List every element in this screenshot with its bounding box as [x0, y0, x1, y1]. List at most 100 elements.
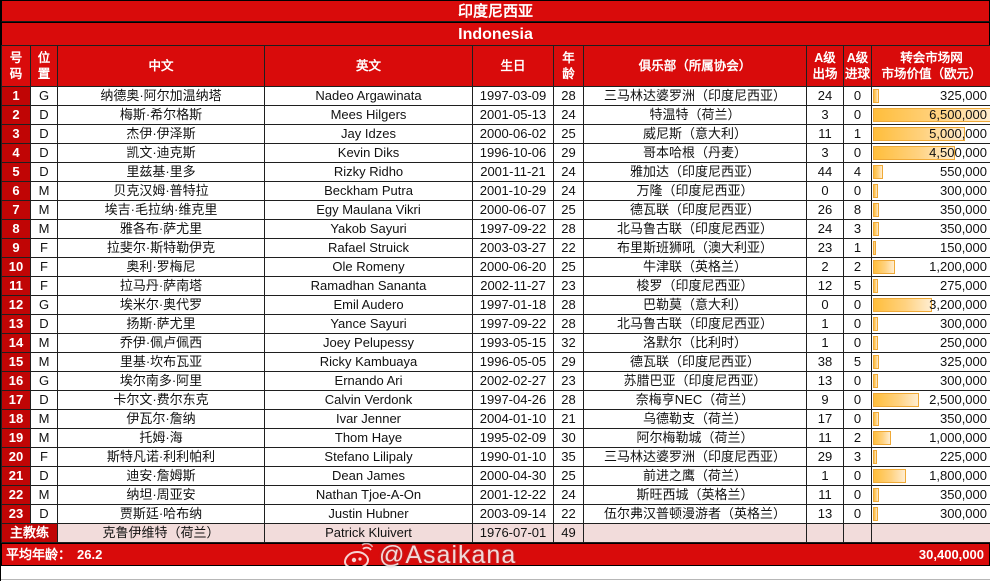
player-position: D	[30, 162, 58, 182]
player-row: 9 F 拉斐尔·斯特勒伊克 Rafael Struick 2003-03-27 …	[1, 238, 990, 258]
player-goals: 8	[843, 200, 872, 220]
player-birthday: 2004-01-10	[472, 409, 554, 429]
player-birthday: 1997-04-26	[472, 390, 554, 410]
player-position: F	[30, 257, 58, 277]
market-value-bar	[873, 89, 879, 103]
player-name-en: Calvin Verdonk	[264, 390, 473, 410]
player-caps: 24	[806, 219, 844, 239]
player-position: M	[30, 428, 58, 448]
player-name-cn: 拉马丹·萨南塔	[57, 276, 265, 296]
player-club: 乌德勒支（荷兰）	[583, 409, 807, 429]
player-name-en: Rizky Ridho	[264, 162, 473, 182]
market-value-bar	[873, 127, 965, 141]
market-value-bar	[873, 374, 879, 388]
market-value-bar	[873, 431, 892, 445]
market-value-bar	[873, 393, 919, 407]
player-row: 17 D 卡尔文·费尔东克 Calvin Verdonk 1997-04-26 …	[1, 390, 990, 410]
player-market-value: 350,000	[871, 485, 990, 505]
player-age: 28	[553, 314, 584, 334]
watermark: @Asaikana	[343, 541, 516, 570]
player-market-value: 2,500,000	[871, 390, 990, 410]
player-position: G	[30, 371, 58, 391]
player-name-cn: 纳坦·周亚安	[57, 485, 265, 505]
market-value-bar	[873, 298, 932, 312]
player-club: 苏腊巴亚（印度尼西亚）	[583, 371, 807, 391]
player-birthday: 1996-05-05	[472, 352, 554, 372]
col-header-goals: A级 进球	[843, 45, 872, 87]
player-birthday: 2001-11-21	[472, 162, 554, 182]
coach-value	[871, 523, 990, 543]
player-caps: 1	[806, 466, 844, 486]
player-name-cn: 贝克汉姆·普特拉	[57, 181, 265, 201]
player-row: 2 D 梅斯·希尔格斯 Mees Hilgers 2001-05-13 24 特…	[1, 105, 990, 125]
player-caps: 1	[806, 314, 844, 334]
player-goals: 3	[843, 219, 872, 239]
player-row: 16 G 埃尔南多·阿里 Ernando Ari 2002-02-27 23 苏…	[1, 371, 990, 391]
player-name-cn: 凯文·迪克斯	[57, 143, 265, 163]
player-club: 特温特（荷兰）	[583, 105, 807, 125]
player-number: 15	[1, 352, 31, 372]
player-number: 22	[1, 485, 31, 505]
player-birthday: 2001-12-22	[472, 485, 554, 505]
player-birthday: 2001-10-29	[472, 181, 554, 201]
player-caps: 0	[806, 295, 844, 315]
player-row: 4 D 凯文·迪克斯 Kevin Diks 1996-10-06 29 哥本哈根…	[1, 143, 990, 163]
player-name-cn: 迪安·詹姆斯	[57, 466, 265, 486]
weibo-icon	[343, 542, 373, 569]
player-club: 巴勒莫（意大利）	[583, 295, 807, 315]
player-goals: 4	[843, 162, 872, 182]
col-header-name-en: 英文	[264, 45, 473, 87]
player-market-value: 4,500,000	[871, 143, 990, 163]
player-position: M	[30, 409, 58, 429]
player-market-value: 275,000	[871, 276, 990, 296]
coach-caps	[806, 523, 844, 543]
header-row: 号 码 位 置 中文 英文 生日 年 龄 俱乐部（所属协会） A级 出场 A级 …	[1, 45, 990, 87]
market-value-text: 350,000	[940, 411, 987, 426]
player-club: 德瓦联（印度尼西亚）	[583, 352, 807, 372]
player-number: 16	[1, 371, 31, 391]
player-name-en: Egy Maulana Vikri	[264, 200, 473, 220]
market-value-text: 350,000	[940, 202, 987, 217]
player-market-value: 150,000	[871, 238, 990, 258]
player-birthday: 2000-06-07	[472, 200, 554, 220]
player-number: 19	[1, 428, 31, 448]
player-number: 2	[1, 105, 31, 125]
market-value-bar	[873, 488, 880, 502]
market-value-text: 5,000,000	[929, 126, 987, 141]
player-market-value: 350,000	[871, 200, 990, 220]
player-caps: 17	[806, 409, 844, 429]
total-market-value: 30,400,000	[918, 547, 984, 562]
player-birthday: 1993-05-15	[472, 333, 554, 353]
player-age: 25	[553, 124, 584, 144]
player-row: 19 M 托姆·海 Thom Haye 1995-02-09 30 阿尔梅勒城（…	[1, 428, 990, 448]
player-birthday: 2003-09-14	[472, 504, 554, 524]
player-age: 22	[553, 504, 584, 524]
player-goals: 0	[843, 485, 872, 505]
player-age: 23	[553, 371, 584, 391]
player-row: 3 D 杰伊·伊泽斯 Jay Idzes 2000-06-02 25 威尼斯（意…	[1, 124, 990, 144]
player-club: 布里斯班狮吼（澳大利亚）	[583, 238, 807, 258]
market-value-bar	[873, 469, 906, 483]
player-name-cn: 杰伊·伊泽斯	[57, 124, 265, 144]
col-header-club: 俱乐部（所属协会）	[583, 45, 807, 87]
player-position: F	[30, 238, 58, 258]
player-row: 12 G 埃米尔·奥代罗 Emil Audero 1997-01-18 28 巴…	[1, 295, 990, 315]
player-club: 牛津联（英格兰）	[583, 257, 807, 277]
coach-label: 主教练	[1, 523, 58, 543]
market-value-bar	[873, 203, 880, 217]
player-market-value: 325,000	[871, 86, 990, 106]
player-goals: 0	[843, 295, 872, 315]
player-position: D	[30, 466, 58, 486]
player-age: 28	[553, 86, 584, 106]
player-age: 35	[553, 447, 584, 467]
col-header-birthday: 生日	[472, 45, 554, 87]
player-market-value: 300,000	[871, 314, 990, 334]
player-age: 23	[553, 276, 584, 296]
market-value-text: 550,000	[940, 164, 987, 179]
player-name-en: Kevin Diks	[264, 143, 473, 163]
player-market-value: 300,000	[871, 181, 990, 201]
player-position: M	[30, 181, 58, 201]
player-caps: 9	[806, 390, 844, 410]
player-market-value: 5,000,000	[871, 124, 990, 144]
player-goals: 1	[843, 238, 872, 258]
